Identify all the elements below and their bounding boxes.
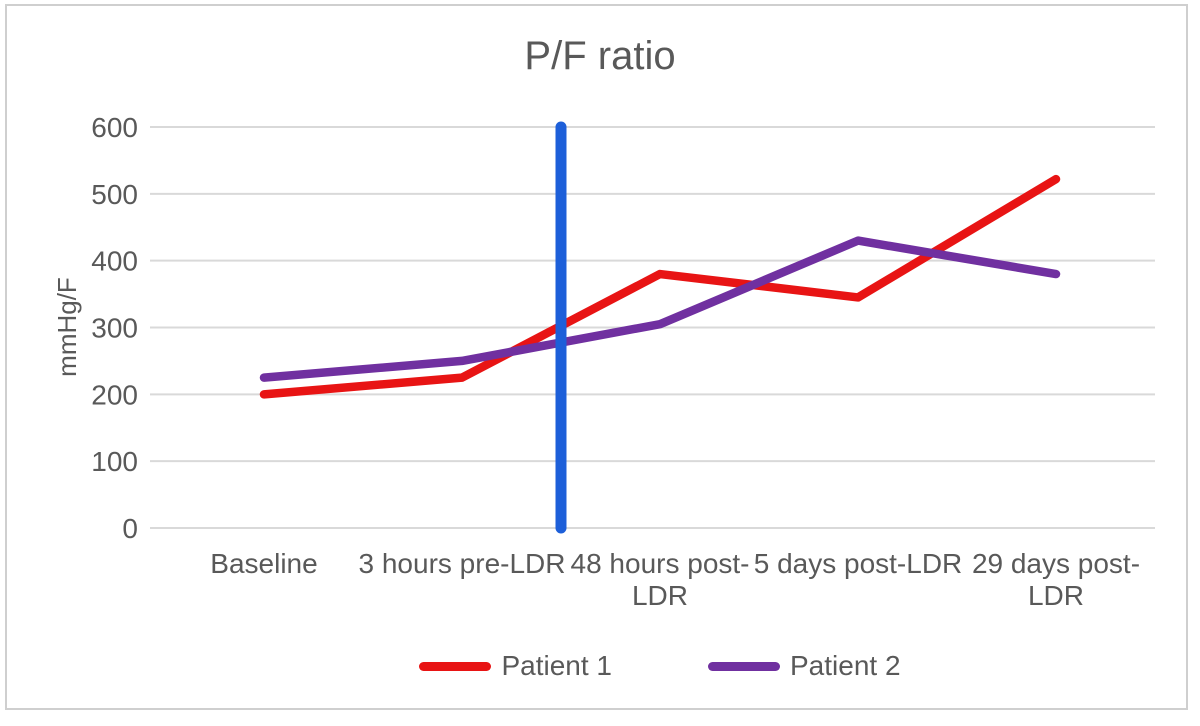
legend-label-patient-1: Patient 1 — [501, 650, 612, 681]
y-tick-label: 500 — [91, 179, 138, 210]
series-line-patient-1 — [259, 174, 1061, 399]
series-line-patient-2 — [259, 236, 1061, 382]
x-category-label: LDR — [1028, 580, 1084, 611]
y-tick-label: 300 — [91, 313, 138, 344]
patient-1-line-sample — [419, 661, 492, 671]
y-tick-label: 100 — [91, 446, 138, 477]
y-tick-label: 400 — [91, 246, 138, 277]
patient-2-line-sample — [708, 661, 780, 671]
legend-item-patient-2: Patient 2 — [708, 650, 901, 682]
y-tick-label: 200 — [91, 379, 138, 410]
chart-title: P/F ratio — [524, 34, 676, 78]
x-category-label: 3 hours pre-LDR — [359, 548, 566, 579]
x-category-label: 48 hours post- — [571, 548, 750, 579]
x-category-label: 5 days post-LDR — [754, 548, 963, 579]
y-tick-label: 600 — [91, 112, 138, 143]
legend-item-patient-1: Patient 1 — [419, 650, 612, 682]
chart-border — [5, 4, 1188, 710]
y-tick-label: 0 — [122, 513, 138, 544]
x-category-label: Baseline — [210, 548, 317, 579]
legend: Patient 1 Patient 2 — [165, 646, 1155, 686]
x-category-label: 29 days post- — [972, 548, 1140, 579]
x-category-label: LDR — [632, 580, 688, 611]
legend-label-patient-2: Patient 2 — [790, 650, 901, 681]
